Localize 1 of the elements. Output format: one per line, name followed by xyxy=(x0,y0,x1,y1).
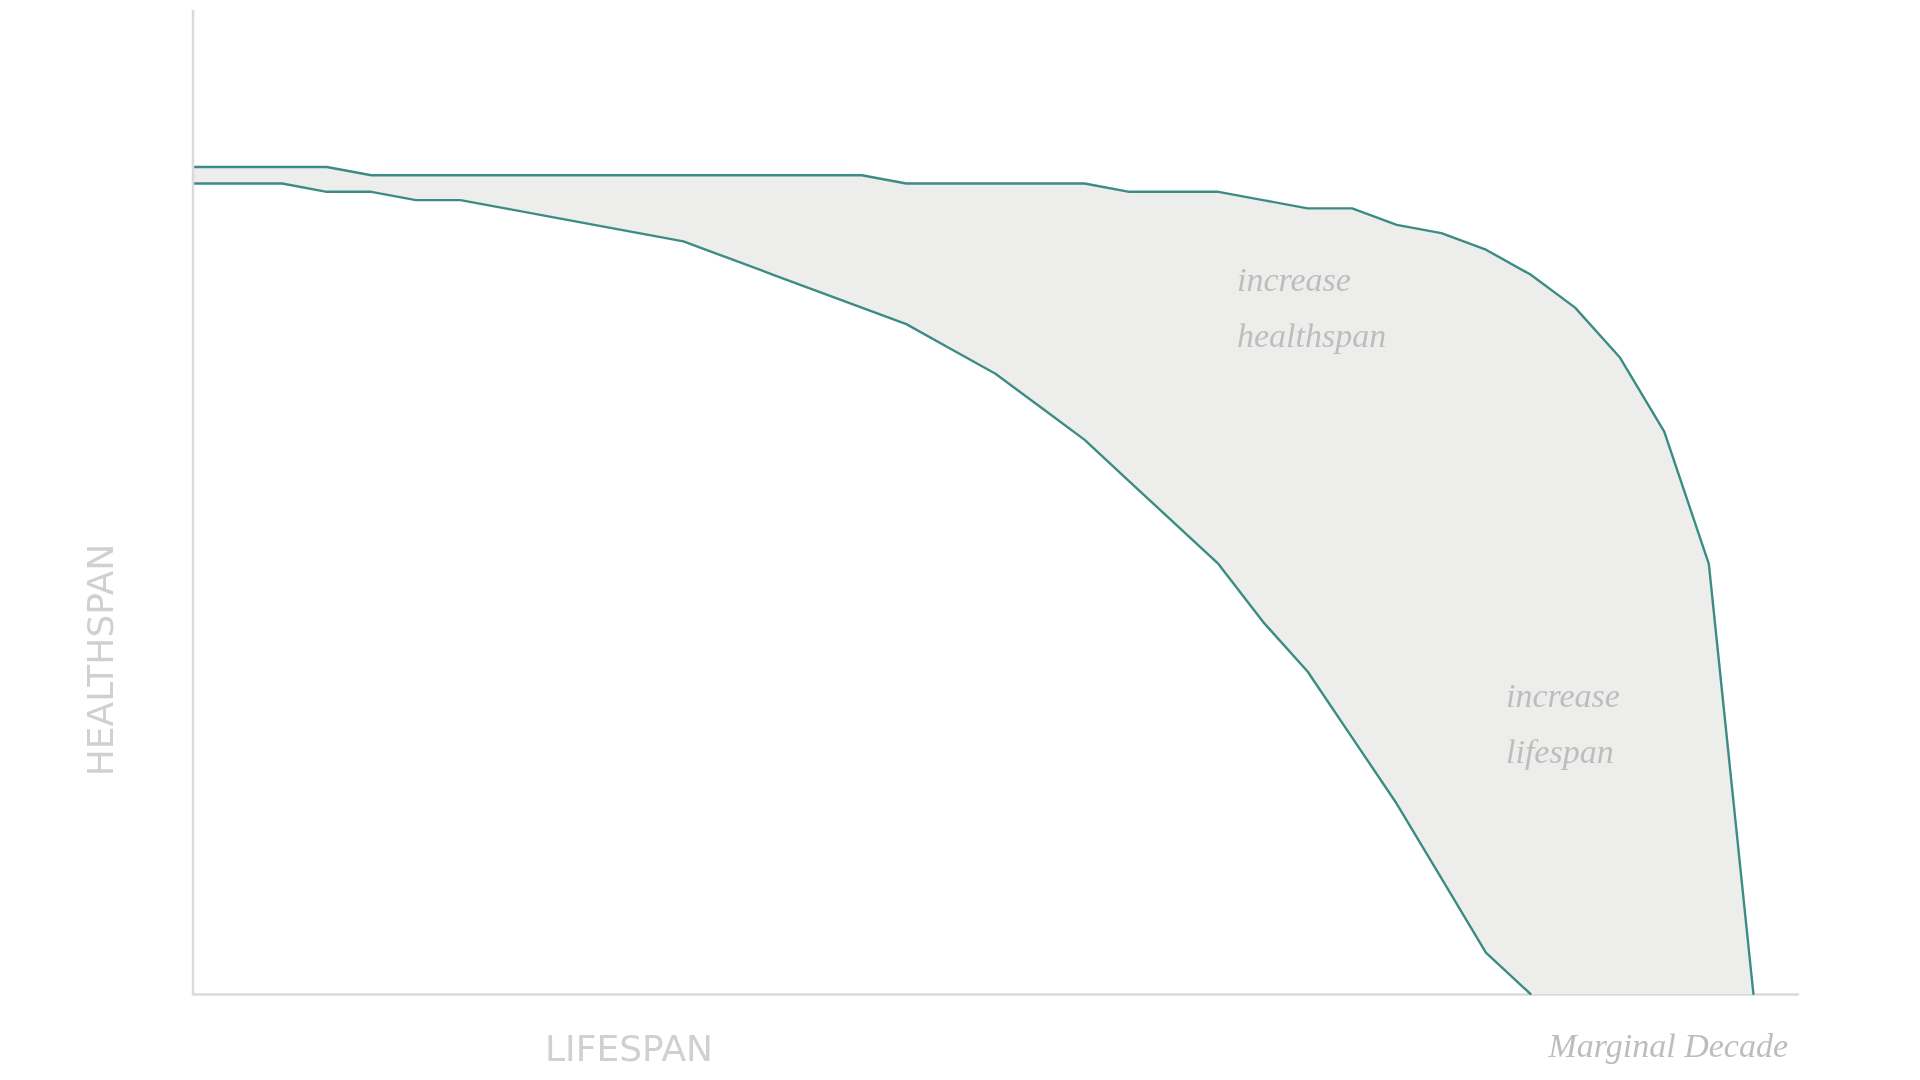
text: Marginal Decade xyxy=(1547,1026,1788,1064)
